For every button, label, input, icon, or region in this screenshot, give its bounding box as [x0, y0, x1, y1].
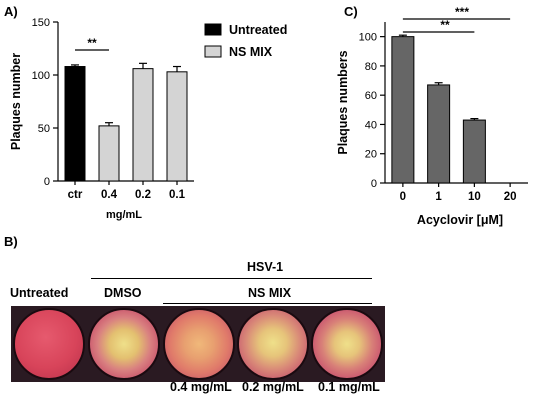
- x-tick-label: 0.4: [101, 189, 118, 201]
- y-axis-label: Plaques numbers: [336, 50, 350, 154]
- panel-b: B) HSV-1 Untreated DMSO NS MIX 0.4 mg/mL…: [0, 230, 550, 405]
- y-tick-label: 80: [365, 61, 377, 73]
- label-dmso: DMSO: [104, 286, 142, 300]
- label-untreated: Untreated: [10, 286, 69, 300]
- chart-c: 0 20 40 60 80 100 0 1 10 20 Plaques numbers Acyclov…: [336, 5, 528, 227]
- legend-label: NS MIX: [229, 45, 273, 59]
- y-tick-label: 150: [32, 17, 50, 29]
- y-tick-label: 40: [365, 119, 377, 131]
- header-virus: HSV-1: [247, 260, 284, 274]
- x-tick-label: 20: [504, 191, 517, 203]
- x-axis-label: mg/mL: [106, 209, 142, 221]
- y-tick-label: 0: [371, 178, 377, 190]
- legend-label: Untreated: [229, 23, 287, 37]
- chart-a: 0 50 100 150 ctr 0.4 0.2 0.1 Plaques number mg/mL…: [9, 17, 287, 221]
- bar: [462, 119, 486, 184]
- x-tick-label: 0.1: [169, 189, 186, 201]
- y-tick-label: 0: [44, 176, 50, 188]
- significance-label: **: [87, 36, 97, 50]
- bar: [166, 71, 188, 182]
- y-tick-label: 100: [32, 70, 50, 82]
- panel-label-b: B): [4, 234, 18, 249]
- well-02: [237, 308, 309, 380]
- bar: [132, 68, 154, 182]
- significance-label: **: [440, 18, 450, 32]
- bar: [427, 84, 451, 184]
- panel-label-c: C): [344, 4, 358, 19]
- panel-label-a: A): [4, 4, 18, 19]
- bar: [98, 125, 120, 182]
- header-group: NS MIX: [248, 286, 292, 300]
- significance-label: ***: [455, 5, 469, 19]
- y-tick-label: 50: [38, 123, 50, 135]
- bar: [391, 36, 415, 184]
- well-04: [163, 308, 235, 380]
- x-tick-label: 0.2: [135, 189, 151, 201]
- y-axis-label: Plaques number: [9, 53, 23, 150]
- legend-swatch: [204, 23, 222, 36]
- x-tick-label: 1: [435, 191, 442, 203]
- conc-label-04: 0.4 mg/mL: [170, 380, 232, 394]
- x-tick-label: 0: [400, 191, 406, 203]
- header-virus-line: [91, 278, 372, 279]
- x-tick-label: 10: [468, 191, 481, 203]
- conc-label-02: 0.2 mg/mL: [242, 380, 304, 394]
- y-tick-label: 60: [365, 90, 377, 102]
- legend-swatch: [204, 45, 222, 58]
- well-dmso: [88, 308, 160, 380]
- bar: [64, 66, 86, 182]
- well-01: [311, 308, 383, 380]
- x-tick-label: ctr: [68, 189, 83, 201]
- y-tick-label: 100: [359, 32, 377, 44]
- well-untreated: [13, 308, 85, 380]
- header-group-line: [163, 303, 372, 304]
- y-tick-label: 20: [365, 149, 377, 161]
- conc-label-01: 0.1 mg/mL: [318, 380, 380, 394]
- x-axis-label: Acyclovir [μM]: [417, 213, 503, 227]
